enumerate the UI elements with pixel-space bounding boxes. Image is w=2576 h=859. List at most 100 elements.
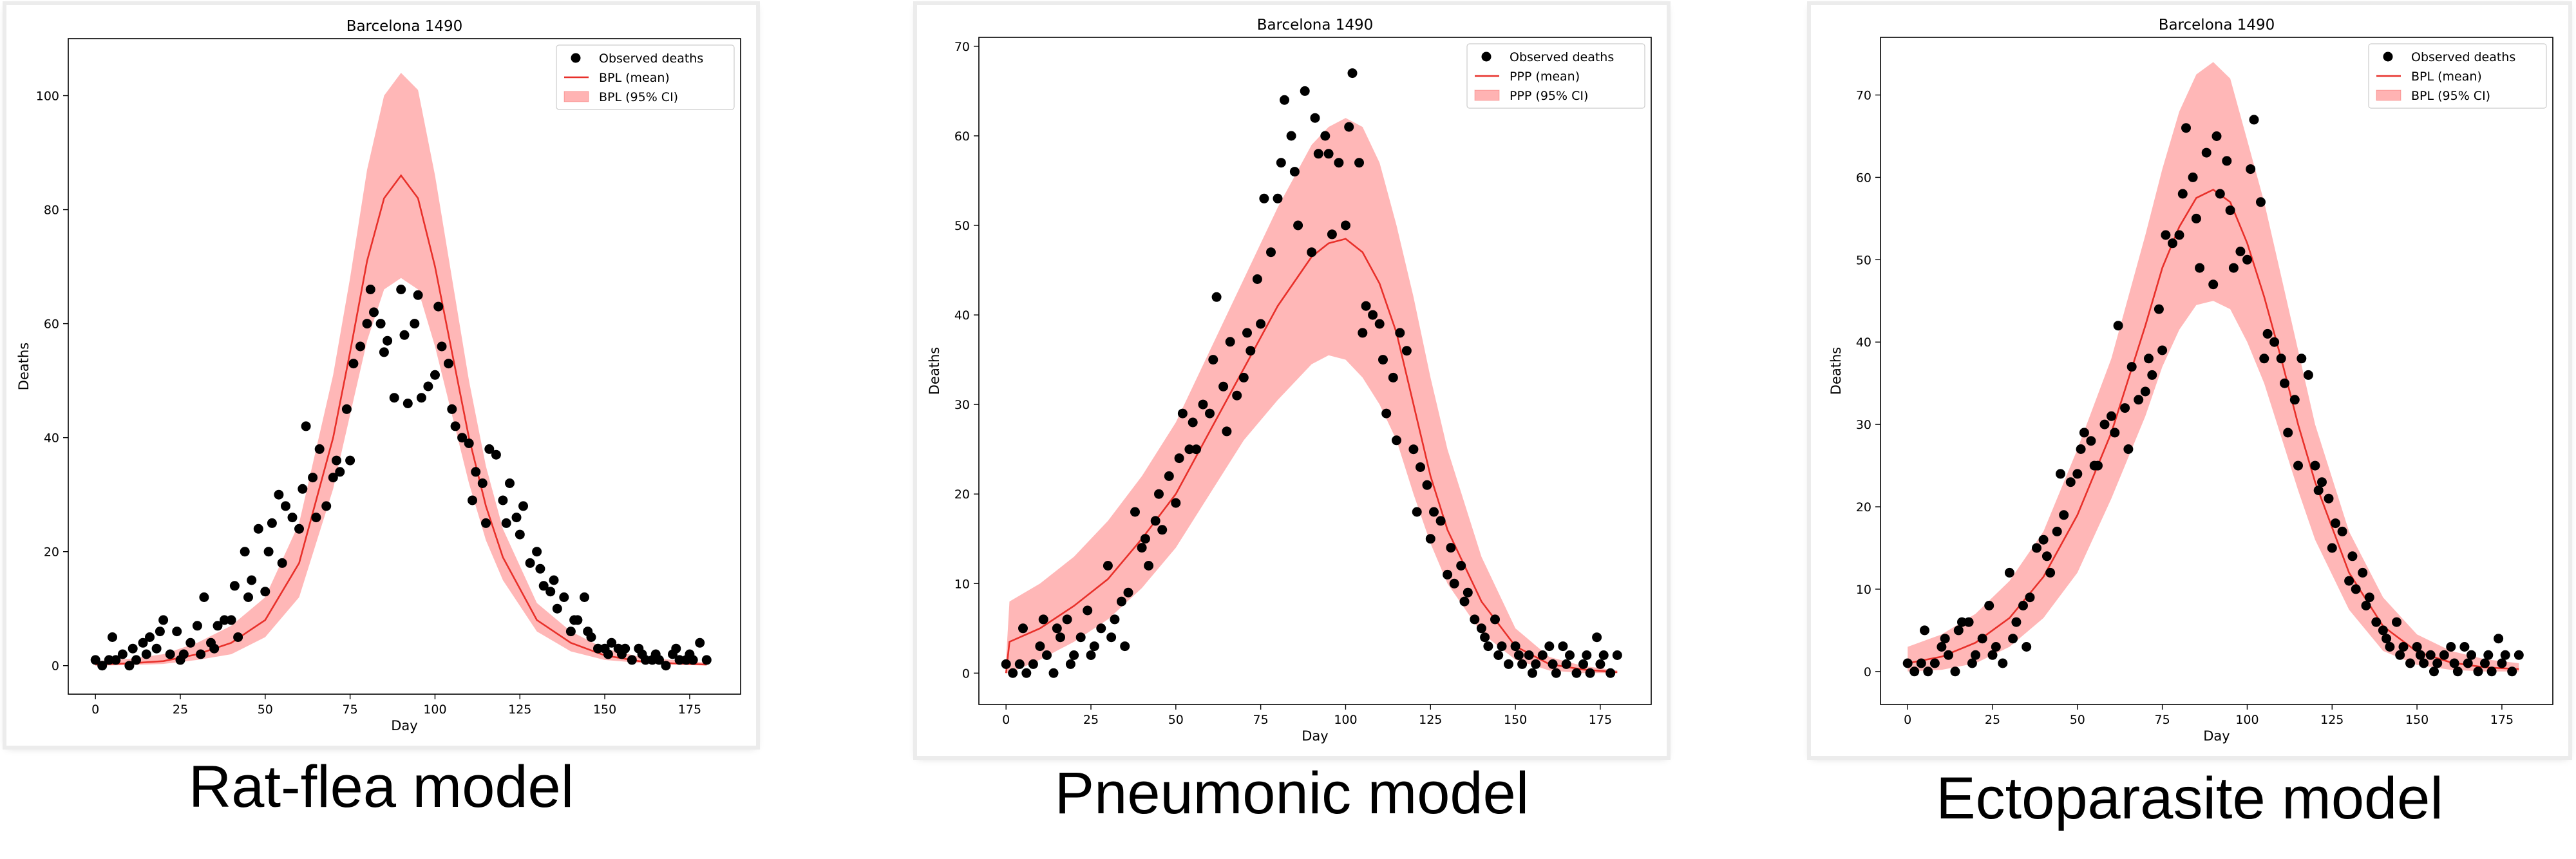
observed-point — [1449, 578, 1459, 589]
observed-point — [580, 592, 589, 602]
observed-point — [141, 649, 151, 659]
observed-point — [1571, 668, 1582, 678]
observed-point — [281, 501, 290, 511]
observed-point — [1435, 516, 1446, 526]
observed-point — [2154, 304, 2164, 314]
observed-point — [1150, 516, 1160, 526]
y-tick-label: 10 — [1856, 583, 1871, 597]
x-tick-label: 50 — [2070, 713, 2085, 727]
legend-marker-points — [571, 53, 581, 63]
observed-point — [535, 563, 545, 574]
observed-point — [2211, 131, 2222, 141]
observed-point — [505, 478, 515, 488]
observed-point — [362, 319, 372, 329]
observed-point — [1991, 642, 2001, 652]
observed-point — [1310, 113, 1320, 123]
observed-point — [674, 655, 685, 665]
observed-point — [1056, 632, 1065, 643]
legend-box — [2368, 43, 2547, 109]
observed-point — [2486, 666, 2497, 677]
observed-point — [178, 649, 189, 659]
observed-point — [2364, 592, 2374, 603]
observed-point — [2269, 337, 2280, 347]
observed-point — [484, 444, 495, 454]
observed-point — [1211, 292, 1222, 302]
observed-point — [2144, 354, 2154, 364]
observed-point — [410, 319, 420, 329]
observed-point — [1923, 666, 1933, 677]
observed-point — [2045, 567, 2056, 578]
observed-point — [1266, 247, 1276, 258]
x-tick-label: 50 — [258, 703, 273, 717]
x-tick-label: 0 — [91, 703, 99, 717]
observed-point — [552, 603, 562, 614]
observed-point — [1018, 623, 1028, 634]
observed-point — [2008, 634, 2018, 644]
observed-point — [1493, 650, 1504, 660]
observed-point — [1242, 328, 1252, 338]
observed-point — [2038, 534, 2049, 545]
observed-point — [2439, 650, 2449, 660]
observed-point — [165, 649, 175, 659]
x-axis-label: Day — [2203, 728, 2230, 744]
observed-point — [298, 484, 308, 494]
legend-label: PPP (mean) — [1510, 70, 1580, 84]
observed-point — [2018, 601, 2028, 610]
observed-point — [450, 421, 460, 431]
observed-point — [2382, 634, 2392, 644]
legend-label: BPL (95% CI) — [2411, 89, 2490, 103]
observed-point — [2107, 411, 2116, 421]
x-tick-label: 50 — [1168, 713, 1184, 727]
observed-point — [1021, 668, 1032, 678]
observed-point — [413, 290, 423, 300]
observed-point — [90, 655, 100, 665]
observed-point — [2059, 510, 2069, 520]
observed-point — [2283, 428, 2293, 438]
observed-point — [213, 621, 223, 631]
observed-point — [1052, 623, 1062, 634]
legend-marker-band — [564, 91, 589, 102]
observed-point — [1565, 650, 1575, 660]
observed-point — [481, 518, 491, 528]
observed-point — [1075, 632, 1086, 643]
observed-point — [1537, 650, 1548, 660]
y-tick-label: 100 — [36, 90, 59, 104]
observed-point — [1463, 587, 1473, 598]
observed-point — [2324, 493, 2334, 504]
y-tick-label: 40 — [44, 431, 59, 446]
observed-point — [2225, 205, 2235, 216]
observed-point — [430, 370, 440, 380]
observed-point — [104, 655, 114, 665]
legend-marker-points — [2383, 52, 2393, 62]
observed-point — [1987, 650, 1998, 660]
observed-point — [1198, 399, 1208, 410]
chart-panel-ectoparasite: 0 25 50 75 100 125 150 175 0 10 20 30 40 50 60 70 Barcel… — [1811, 5, 2568, 756]
observed-point — [1069, 650, 1079, 660]
observed-point — [2140, 386, 2150, 397]
observed-point — [1188, 417, 1198, 428]
observed-point — [1218, 381, 1229, 392]
observed-point — [2289, 395, 2300, 405]
observed-point — [375, 319, 386, 329]
observed-point — [314, 444, 325, 454]
observed-point — [1089, 641, 1099, 652]
x-tick-label: 150 — [593, 703, 616, 717]
observed-point — [549, 575, 559, 585]
observed-point — [1289, 167, 1300, 177]
observed-point — [263, 547, 274, 557]
observed-point — [511, 513, 522, 523]
observed-point — [1140, 534, 1150, 544]
observed-point — [2415, 650, 2425, 660]
caption-pneumonic: Pneumonic model — [1054, 760, 1530, 826]
observed-point — [151, 643, 162, 654]
observed-point — [321, 501, 332, 511]
observed-point — [2065, 477, 2076, 487]
observed-point — [1408, 444, 1419, 455]
observed-point — [1205, 408, 1215, 419]
observed-point — [2313, 486, 2324, 495]
observed-point — [607, 637, 617, 648]
observed-point — [1096, 623, 1106, 634]
observed-point — [1558, 641, 1568, 652]
observed-point — [220, 615, 229, 625]
observed-point — [545, 587, 556, 597]
